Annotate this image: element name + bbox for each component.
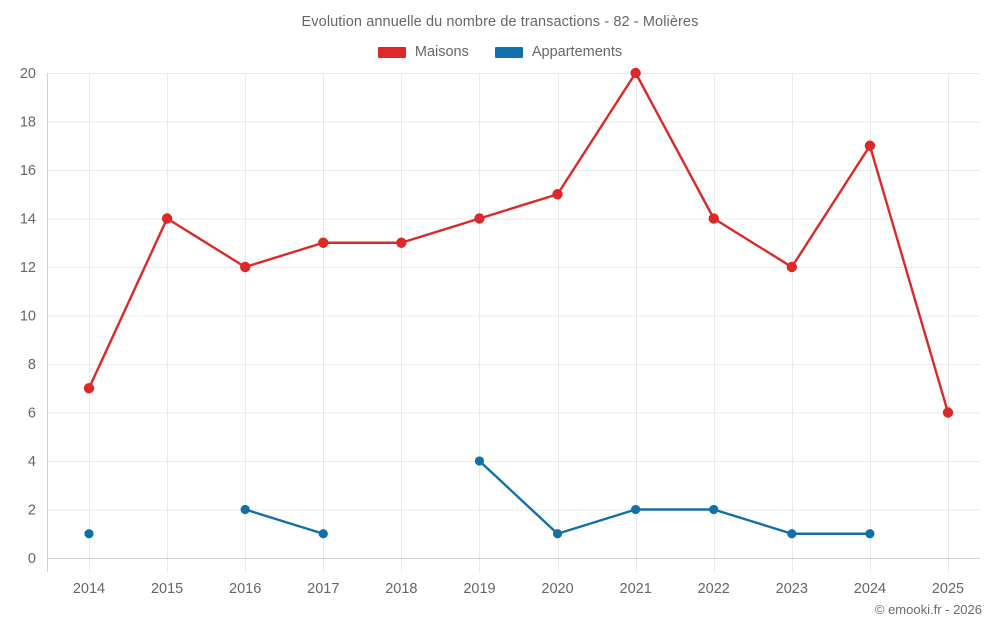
- y-axis-tick-label: 14: [20, 212, 36, 228]
- data-point-maisons-2023[interactable]: [786, 261, 798, 273]
- x-axis-tick-label: 2014: [73, 581, 105, 597]
- legend-label-maisons: Maisons: [414, 44, 469, 60]
- x-axis-tick-label: 2022: [698, 581, 730, 597]
- y-axis-tick-label: 6: [28, 406, 36, 422]
- y-axis-tick-label: 12: [20, 260, 36, 276]
- data-point-appartements-2016[interactable]: [240, 504, 250, 515]
- data-point-maisons-2018[interactable]: [396, 237, 407, 248]
- y-axis-tick-label: 8: [28, 357, 36, 373]
- y-axis-tick-label: 16: [20, 163, 36, 179]
- y-axis-tick-label: 18: [20, 115, 36, 131]
- series-line-maisons: [87, 71, 950, 414]
- data-point-maisons-2015[interactable]: [161, 213, 173, 224]
- y-axis-tick-label: 20: [20, 66, 36, 82]
- y-axis-tick-label: 10: [20, 309, 36, 325]
- data-point-appartements-2023[interactable]: [787, 529, 797, 539]
- x-axis-tick-label: 2025: [932, 581, 964, 597]
- x-axis-tick-label: 2020: [541, 581, 573, 597]
- data-point-maisons-2025[interactable]: [942, 407, 954, 418]
- data-point-maisons-2014[interactable]: [83, 383, 95, 394]
- data-point-appartements-2024[interactable]: [865, 529, 875, 539]
- legend-item-maisons[interactable]: Maisons: [377, 44, 469, 60]
- data-point-appartements-2017[interactable]: [318, 529, 328, 539]
- data-point-maisons-2024[interactable]: [864, 140, 876, 151]
- data-point-maisons-2019[interactable]: [474, 213, 485, 224]
- data-point-appartements-2021[interactable]: [631, 504, 641, 515]
- data-point-maisons-2022[interactable]: [708, 213, 719, 224]
- data-point-maisons-2021[interactable]: [630, 67, 641, 79]
- legend-swatch-maisons: [377, 46, 406, 58]
- x-axis-tick-label: 2017: [307, 581, 339, 597]
- y-axis-tick-label: 0: [28, 551, 36, 567]
- y-axis-tick-label: 4: [28, 454, 36, 470]
- legend-swatch-appartements: [494, 46, 523, 58]
- series-line-appartements: [478, 459, 872, 535]
- data-point-appartements-2019[interactable]: [474, 456, 485, 466]
- data-point-maisons-2020[interactable]: [552, 189, 563, 200]
- chart-legend: Maisons Appartements: [0, 44, 1000, 60]
- x-axis-tick-label: 2023: [776, 581, 808, 597]
- data-point-maisons-2017[interactable]: [318, 237, 329, 248]
- x-axis-tick-label: 2015: [151, 581, 183, 597]
- data-point-maisons-2016[interactable]: [239, 261, 251, 273]
- x-axis-tick-label: 2021: [620, 581, 652, 597]
- legend-label-appartements: Appartements: [531, 44, 623, 60]
- chart-title: Evolution annuelle du nombre de transact…: [301, 14, 699, 30]
- data-point-appartements-2022[interactable]: [709, 504, 719, 515]
- y-axis-tick-label: 2: [28, 503, 36, 519]
- data-point-appartements-2014[interactable]: [84, 529, 94, 539]
- x-axis-tick-label: 2018: [385, 581, 417, 597]
- footer-credit: © emooki.fr - 2026: [874, 602, 982, 617]
- series-line-appartements: [243, 508, 325, 535]
- x-axis-tick-label: 2016: [229, 581, 261, 597]
- data-point-appartements-2020[interactable]: [552, 529, 563, 539]
- x-axis-tick-label: 2024: [854, 581, 886, 597]
- x-axis-tick-label: 2019: [463, 581, 495, 597]
- legend-item-appartements[interactable]: Appartements: [494, 44, 623, 60]
